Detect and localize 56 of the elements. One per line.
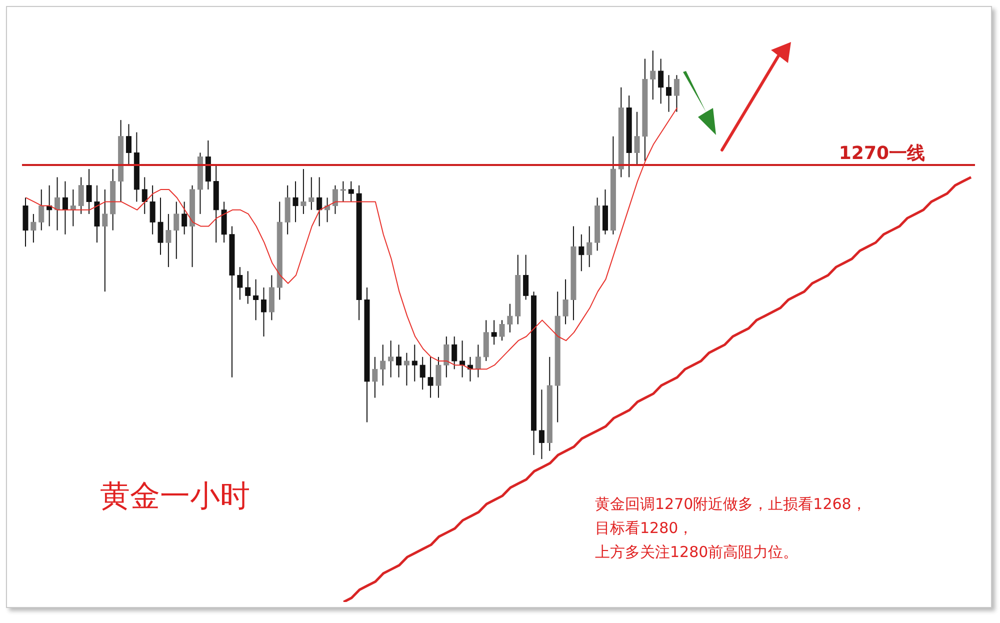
candlestick xyxy=(300,168,306,214)
candlestick xyxy=(452,336,458,370)
candlestick xyxy=(523,254,529,300)
candlestick xyxy=(348,180,354,202)
candlestick xyxy=(412,344,418,382)
candlestick xyxy=(396,344,402,378)
candlestick xyxy=(237,266,243,300)
candlestick xyxy=(150,184,156,235)
text: 上方多关注1280前高阻力位。 xyxy=(595,542,800,563)
candlestick xyxy=(578,234,584,272)
candlestick xyxy=(538,389,544,460)
ref-line-label: 1270一线 xyxy=(838,142,925,164)
candlestick xyxy=(54,176,60,231)
candlestick xyxy=(261,286,266,338)
candlestick xyxy=(86,168,92,214)
candlestick xyxy=(460,340,466,378)
candlestick xyxy=(174,201,180,260)
candlestick xyxy=(316,176,322,227)
candlestick xyxy=(380,344,386,386)
candlestick xyxy=(428,356,434,398)
candlestick xyxy=(340,180,346,202)
candlestick xyxy=(388,340,394,378)
candlestick xyxy=(562,278,568,325)
candlestick xyxy=(102,188,108,292)
candlestick xyxy=(372,356,378,398)
candlestick xyxy=(475,344,481,378)
candlestick xyxy=(253,278,259,321)
candlestick xyxy=(650,50,656,100)
candlestick xyxy=(126,124,132,166)
candlestick xyxy=(507,303,513,333)
candlestick xyxy=(292,180,298,223)
candlestick xyxy=(666,74,672,112)
candlestick xyxy=(332,184,338,214)
candlestick xyxy=(245,270,251,304)
candlestick xyxy=(499,320,505,342)
candlestick xyxy=(182,201,188,235)
candlestick xyxy=(62,180,68,235)
candlestick xyxy=(78,176,84,214)
candlestick xyxy=(491,320,497,346)
candlestick xyxy=(38,188,44,231)
candlestick xyxy=(674,74,680,112)
candlestick xyxy=(634,111,640,166)
candlestick xyxy=(658,58,664,104)
candlestick xyxy=(444,336,450,378)
candlestick xyxy=(404,352,410,386)
candlestick xyxy=(142,176,148,214)
candlestick xyxy=(420,356,426,390)
candlestick xyxy=(308,176,314,210)
candlestick xyxy=(436,356,442,398)
text: 目标看1280， xyxy=(595,518,694,539)
candlestick xyxy=(30,213,36,244)
text: 黄金回调1270附近做多，止损看1268， xyxy=(595,494,866,515)
candlestick xyxy=(586,226,592,268)
candlestick xyxy=(158,197,164,256)
candlestick xyxy=(166,213,172,268)
text: 黄金一小时 xyxy=(100,478,250,516)
